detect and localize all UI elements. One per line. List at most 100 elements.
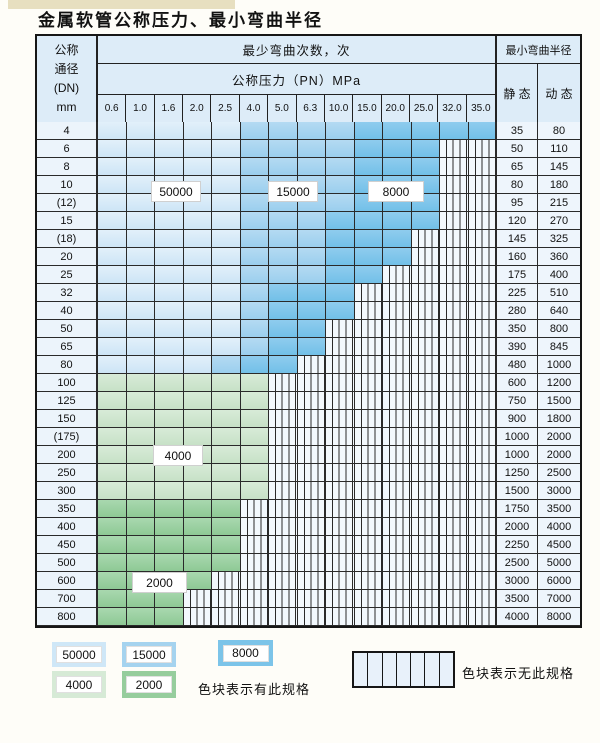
table-cell bbox=[326, 374, 355, 392]
table-cell bbox=[297, 320, 326, 338]
table-cell bbox=[468, 284, 497, 302]
table-cell bbox=[468, 194, 497, 212]
table-cell bbox=[269, 356, 298, 374]
table-cell bbox=[183, 500, 212, 518]
header-pressure-value: 0.6 bbox=[98, 95, 127, 122]
table-cell bbox=[212, 536, 241, 554]
table-cell bbox=[383, 446, 412, 464]
table-cell bbox=[98, 482, 127, 500]
table-cell bbox=[183, 572, 212, 590]
table-cell bbox=[440, 338, 469, 356]
table-cell bbox=[269, 464, 298, 482]
table-cell bbox=[354, 230, 383, 248]
table-cell bbox=[126, 122, 155, 140]
table-cell bbox=[98, 338, 127, 356]
table-cell bbox=[98, 518, 127, 536]
table-cell: 900 bbox=[497, 410, 538, 428]
table-cell bbox=[326, 284, 355, 302]
table-cell: 180 bbox=[538, 176, 580, 194]
table-cell bbox=[240, 428, 269, 446]
table-cell bbox=[468, 554, 497, 572]
table-cell bbox=[155, 374, 184, 392]
table-cell bbox=[411, 158, 440, 176]
table-cell bbox=[354, 608, 383, 626]
table-cell bbox=[126, 338, 155, 356]
table-cell bbox=[98, 212, 127, 230]
table-cell: 10 bbox=[37, 176, 98, 194]
table-cell bbox=[269, 230, 298, 248]
table-cell bbox=[212, 248, 241, 266]
table-cell bbox=[326, 554, 355, 572]
table-cell bbox=[440, 482, 469, 500]
table-cell bbox=[269, 572, 298, 590]
table-cell bbox=[354, 320, 383, 338]
table-cell: 800 bbox=[37, 608, 98, 626]
table-cell bbox=[354, 158, 383, 176]
table-cell bbox=[155, 500, 184, 518]
header-pressure-value: 2.5 bbox=[211, 95, 240, 122]
table-cell: 6000 bbox=[538, 572, 580, 590]
region-label-2000: 2000 bbox=[132, 572, 187, 593]
table-cell bbox=[126, 284, 155, 302]
table-cell bbox=[326, 248, 355, 266]
table-cell: 800 bbox=[538, 320, 580, 338]
table-cell bbox=[383, 122, 412, 140]
table-cell: 3500 bbox=[538, 500, 580, 518]
table-cell: 65 bbox=[37, 338, 98, 356]
page-title: 金属软管公称压力、最小弯曲半径 bbox=[38, 11, 323, 31]
table-header: 公称 通径 (DN) mm 最少弯曲次数，次 公称压力（PN）MPa 0.6 1.… bbox=[37, 36, 580, 122]
table-cell bbox=[411, 212, 440, 230]
table-cell bbox=[269, 122, 298, 140]
table-cell bbox=[440, 572, 469, 590]
header-pressure-value: 25.0 bbox=[410, 95, 439, 122]
table-cell bbox=[440, 428, 469, 446]
table-cell bbox=[297, 428, 326, 446]
table-cell bbox=[126, 608, 155, 626]
table-cell bbox=[326, 194, 355, 212]
table-cell bbox=[383, 482, 412, 500]
table-cell bbox=[183, 266, 212, 284]
table-cell bbox=[297, 266, 326, 284]
table-cell bbox=[155, 158, 184, 176]
table-cell bbox=[326, 518, 355, 536]
table-cell: 25 bbox=[37, 266, 98, 284]
table-cell bbox=[326, 410, 355, 428]
table-cell bbox=[383, 374, 412, 392]
table-row: (175) 1000 2000 bbox=[37, 428, 580, 446]
table-row: 65 390 845 bbox=[37, 338, 580, 356]
table-cell bbox=[354, 374, 383, 392]
table-cell: 3500 bbox=[497, 590, 538, 608]
table-cell: (18) bbox=[37, 230, 98, 248]
table-row: 125 750 1500 bbox=[37, 392, 580, 410]
table-cell bbox=[411, 500, 440, 518]
header-dn-line: (DN) bbox=[53, 81, 80, 95]
table-cell bbox=[326, 482, 355, 500]
table-cell: 3000 bbox=[538, 482, 580, 500]
table-cell: 32 bbox=[37, 284, 98, 302]
table-cell: 390 bbox=[497, 338, 538, 356]
table-cell: 4500 bbox=[538, 536, 580, 554]
table-cell bbox=[411, 356, 440, 374]
table-cell bbox=[155, 482, 184, 500]
table-cell bbox=[98, 410, 127, 428]
table-cell: 50 bbox=[37, 320, 98, 338]
table-cell bbox=[126, 194, 155, 212]
stripe-cell bbox=[368, 653, 383, 686]
table-cell bbox=[98, 158, 127, 176]
table-cell: 175 bbox=[497, 266, 538, 284]
stripe-cell bbox=[425, 653, 440, 686]
table-cell: 80 bbox=[37, 356, 98, 374]
table-cell bbox=[326, 356, 355, 374]
table-cell bbox=[411, 230, 440, 248]
table-cell bbox=[126, 446, 155, 464]
table-cell bbox=[326, 212, 355, 230]
legend-no-spec-text: 色块表示无此规格 bbox=[462, 666, 575, 681]
table-cell bbox=[98, 230, 127, 248]
table-cell bbox=[297, 230, 326, 248]
table-cell bbox=[297, 302, 326, 320]
table-cell bbox=[155, 410, 184, 428]
table-cell bbox=[240, 284, 269, 302]
legend-swatch-label: 8000 bbox=[222, 644, 269, 662]
table-cell: 120 bbox=[497, 212, 538, 230]
table-cell bbox=[383, 392, 412, 410]
